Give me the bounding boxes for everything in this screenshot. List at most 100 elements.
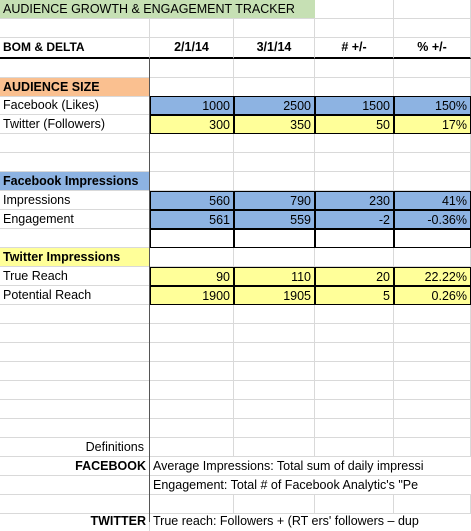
empty-cell[interactable]	[150, 343, 234, 362]
empty-cell[interactable]	[394, 362, 471, 381]
empty-cell[interactable]	[0, 362, 150, 381]
value-date-2[interactable]: 110	[234, 267, 315, 286]
empty-cell[interactable]	[150, 495, 234, 514]
definitions-heading[interactable]: Definitions	[0, 438, 150, 457]
empty-cell[interactable]	[150, 381, 234, 400]
value-date-1[interactable]: 1900	[150, 286, 234, 305]
value-date-2[interactable]: 559	[234, 210, 315, 229]
row-label[interactable]: Facebook (Likes)	[0, 96, 150, 115]
empty-cell[interactable]	[234, 419, 315, 438]
empty-cell[interactable]	[394, 400, 471, 419]
empty-cell[interactable]	[234, 59, 315, 78]
value-delta[interactable]: -2	[315, 210, 394, 229]
row-label[interactable]: Impressions	[0, 191, 150, 210]
empty-cell[interactable]	[0, 305, 150, 324]
empty-cell[interactable]	[234, 438, 315, 457]
empty-cell[interactable]	[315, 134, 394, 153]
empty-cell[interactable]	[315, 343, 394, 362]
row-label[interactable]: Twitter (Followers)	[0, 115, 150, 134]
tracker-title[interactable]: AUDIENCE GROWTH & ENGAGEMENT TRACKER	[0, 0, 315, 19]
empty-cell[interactable]	[234, 381, 315, 400]
empty-cell[interactable]	[234, 343, 315, 362]
value-date-1[interactable]: 1000	[150, 96, 234, 115]
empty-cell[interactable]	[234, 495, 315, 514]
empty-cell[interactable]	[315, 0, 394, 19]
empty-cell[interactable]	[150, 362, 234, 381]
empty-cell[interactable]	[315, 78, 394, 97]
value-delta[interactable]: 50	[315, 115, 394, 134]
empty-cell[interactable]	[150, 172, 234, 191]
value-percent[interactable]: -0.36%	[394, 210, 471, 229]
section-facebook-impressions[interactable]: Facebook Impressions	[0, 172, 150, 191]
empty-cell[interactable]	[150, 19, 234, 38]
empty-cell[interactable]	[234, 305, 315, 324]
empty-cell[interactable]	[150, 324, 234, 343]
empty-cell[interactable]	[150, 134, 234, 153]
empty-cell[interactable]	[394, 134, 471, 153]
value-percent[interactable]: 150%	[394, 96, 471, 115]
empty-cell[interactable]	[0, 400, 150, 419]
row-label[interactable]: True Reach	[0, 267, 150, 286]
empty-cell[interactable]	[315, 305, 394, 324]
empty-cell[interactable]	[150, 153, 234, 172]
empty-cell[interactable]	[234, 229, 315, 248]
header-date-2[interactable]: 3/1/14	[234, 38, 315, 59]
empty-cell[interactable]	[394, 172, 471, 191]
empty-cell[interactable]	[315, 59, 394, 78]
empty-cell[interactable]	[394, 0, 471, 19]
empty-cell[interactable]	[0, 419, 150, 438]
value-delta[interactable]: 230	[315, 191, 394, 210]
value-date-1[interactable]: 300	[150, 115, 234, 134]
empty-cell[interactable]	[315, 19, 394, 38]
empty-cell[interactable]	[315, 153, 394, 172]
empty-cell[interactable]	[234, 248, 315, 267]
empty-cell[interactable]	[0, 476, 150, 495]
empty-cell[interactable]	[234, 400, 315, 419]
empty-cell[interactable]	[315, 324, 394, 343]
row-label[interactable]: Engagement	[0, 210, 150, 229]
value-date-1[interactable]: 561	[150, 210, 234, 229]
empty-cell[interactable]	[234, 153, 315, 172]
empty-cell[interactable]	[234, 19, 315, 38]
value-date-2[interactable]: 350	[234, 115, 315, 134]
empty-cell[interactable]	[394, 19, 471, 38]
empty-cell[interactable]	[150, 248, 234, 267]
value-percent[interactable]: 0.26%	[394, 286, 471, 305]
section-twitter-impressions[interactable]: Twitter Impressions	[0, 248, 150, 267]
value-delta[interactable]: 1500	[315, 96, 394, 115]
value-delta[interactable]: 20	[315, 267, 394, 286]
empty-cell[interactable]	[234, 78, 315, 97]
header-delta-percent[interactable]: % +/-	[394, 38, 471, 59]
empty-cell[interactable]	[150, 78, 234, 97]
empty-cell[interactable]	[0, 324, 150, 343]
empty-cell[interactable]	[150, 59, 234, 78]
empty-cell[interactable]	[315, 438, 394, 457]
empty-cell[interactable]	[0, 19, 150, 38]
empty-cell[interactable]	[0, 59, 150, 78]
empty-cell[interactable]	[394, 381, 471, 400]
empty-cell[interactable]	[394, 248, 471, 267]
header-delta-number[interactable]: # +/-	[315, 38, 394, 59]
empty-cell[interactable]	[315, 229, 394, 248]
empty-cell[interactable]	[394, 153, 471, 172]
value-date-1[interactable]: 90	[150, 267, 234, 286]
empty-cell[interactable]	[394, 419, 471, 438]
row-label[interactable]: Potential Reach	[0, 286, 150, 305]
value-date-2[interactable]: 1905	[234, 286, 315, 305]
empty-cell[interactable]	[150, 229, 234, 248]
value-date-1[interactable]: 560	[150, 191, 234, 210]
empty-cell[interactable]	[150, 305, 234, 324]
empty-cell[interactable]	[234, 172, 315, 191]
empty-cell[interactable]	[315, 248, 394, 267]
definition-facebook-engagement[interactable]: Engagement: Total # of Facebook Analytic…	[150, 476, 471, 495]
value-percent[interactable]: 41%	[394, 191, 471, 210]
value-date-2[interactable]: 790	[234, 191, 315, 210]
empty-cell[interactable]	[150, 400, 234, 419]
empty-cell[interactable]	[234, 362, 315, 381]
empty-cell[interactable]	[0, 381, 150, 400]
header-date-1[interactable]: 2/1/14	[150, 38, 234, 59]
empty-cell[interactable]	[315, 400, 394, 419]
value-percent[interactable]: 22.22%	[394, 267, 471, 286]
empty-cell[interactable]	[234, 324, 315, 343]
header-label[interactable]: BOM & DELTA	[0, 38, 150, 59]
